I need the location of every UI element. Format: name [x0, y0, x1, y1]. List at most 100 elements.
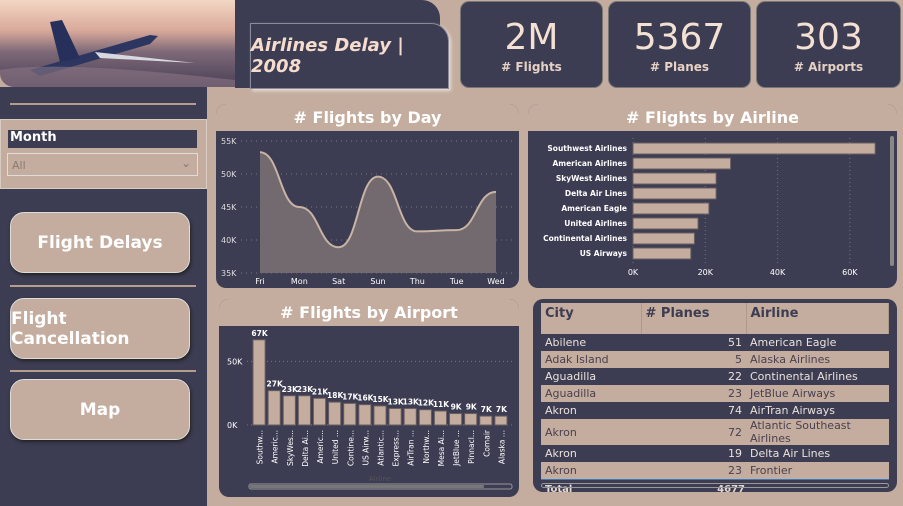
column-header[interactable]: # Planes — [641, 303, 747, 334]
x-tick-label: Fri — [255, 277, 265, 286]
x-tick-label: Mesa Ai... — [437, 430, 446, 466]
area-chart: 35K 40K 45K 50K 55K Fri Mon Sat Sun Thu Tue Wed — [221, 137, 514, 286]
table-cell: 19 — [728, 447, 742, 460]
y-tick-label: United Airlines — [564, 219, 627, 228]
table-cell: Akron — [545, 404, 577, 417]
total-value: 4677 — [717, 484, 745, 492]
series-line — [259, 151, 497, 249]
kpi-airports: 303 # Airports — [756, 1, 901, 88]
data-label: 15K — [372, 395, 389, 404]
y-tick-label: SkyWest Airlines — [556, 174, 628, 183]
data-label: 23K — [297, 385, 314, 394]
table-cell: AirTran Airways — [750, 404, 836, 417]
table-cell: Atlantic Southeast Airlines — [746, 419, 889, 445]
slicer-label: Month — [8, 130, 197, 148]
bar — [433, 410, 448, 426]
bar — [343, 402, 357, 426]
x-tick-label: Atlantic... — [377, 430, 386, 466]
data-label: 17K — [342, 392, 359, 401]
data-label: 16K — [357, 394, 374, 403]
kpi-label: # Flights — [501, 59, 562, 74]
table-row[interactable]: Aguadilla 23 JetBlue Airways — [541, 385, 889, 402]
flight-cancellation-button[interactable]: Flight Cancellation — [10, 298, 190, 359]
bar — [312, 397, 327, 426]
airplane-icon — [0, 20, 235, 87]
divider — [10, 103, 196, 105]
table-row[interactable]: Akron 72 Atlantic Southeast Airlines — [541, 419, 889, 445]
flight-delays-button[interactable]: Flight Delays — [10, 212, 190, 273]
bar — [449, 413, 463, 426]
bar — [418, 409, 432, 426]
y-tick-label: Southwest Airlines — [547, 144, 627, 153]
x-tick-label: JetBlue ... — [452, 430, 461, 467]
month-dropdown[interactable]: All ⌄ — [7, 153, 198, 176]
y-tick-label: US Airways — [580, 249, 628, 258]
table-row[interactable]: Akron 74 AirTran Airways — [541, 402, 889, 419]
y-tick-label: American Eagle — [561, 204, 627, 213]
data-label: 23K — [282, 385, 299, 394]
bar — [252, 339, 266, 426]
bar — [479, 415, 493, 426]
table-cell: Akron — [541, 419, 641, 445]
horizontal-scrollbar[interactable] — [248, 483, 513, 490]
table-row[interactable]: Adak Island 5 Alaska Airlines — [541, 351, 889, 368]
x-tick-label: Delta Ai... — [301, 430, 310, 467]
column-header[interactable]: Airline — [746, 303, 889, 334]
bar — [632, 187, 717, 200]
x-tick-label: Wed — [487, 277, 504, 286]
y-tick-label: 0K — [227, 421, 238, 430]
table-row[interactable]: Abilene 51 American Eagle — [541, 334, 889, 351]
bar — [358, 404, 372, 426]
bar — [632, 247, 692, 260]
divider — [10, 370, 196, 372]
vertical-scrollbar[interactable] — [890, 136, 894, 266]
bar — [328, 401, 342, 426]
table-row[interactable]: Akron 23 Frontier — [541, 462, 889, 479]
x-tick-label: Americ... — [316, 430, 325, 464]
table-cell: 72 — [641, 419, 746, 445]
y-tick-label: 55K — [221, 137, 237, 146]
y-tick-label: 40K — [221, 236, 237, 245]
bar — [403, 407, 417, 426]
column-header[interactable]: City — [541, 303, 642, 334]
x-tick-label: 0K — [628, 268, 639, 277]
chart-title: # Flights by Airline — [528, 104, 897, 131]
table-row[interactable]: Aguadilla 22 Continental Airlines — [541, 368, 889, 385]
bar — [267, 390, 281, 426]
bar — [632, 142, 876, 155]
x-tick-label: 40K — [770, 268, 786, 277]
bar — [282, 395, 296, 426]
data-label: 9K — [451, 403, 463, 412]
area-fill — [260, 152, 496, 273]
column-chart: 0K 50K 67K Southw... 27K Americ... 23K SkyWes..… — [227, 329, 514, 490]
x-tick-label: AirTran ... — [407, 430, 416, 466]
x-tick-label: United ... — [331, 430, 340, 464]
table-cell: 5 — [641, 351, 746, 368]
flights-by-airline-chart: # Flights by Airline 0K 20K 40K 60K Southwes… — [528, 104, 897, 288]
x-tick-label: US Airw... — [361, 430, 370, 466]
bar — [632, 172, 717, 185]
x-tick-label: Sat — [332, 277, 345, 286]
bar — [632, 217, 699, 230]
horizontal-scrollbar[interactable] — [541, 483, 889, 488]
y-tick-label: 50K — [227, 357, 243, 366]
bar-chart: 0K 20K 40K 60K Southwest Airlines American Ai… — [543, 136, 894, 277]
x-tick-label: Mon — [291, 277, 308, 286]
y-tick-label: Continental Airlines — [543, 234, 627, 243]
table-cell: Akron — [545, 447, 577, 460]
table-cell: Frontier — [746, 462, 889, 479]
table-row[interactable]: Akron 19 Delta Air Lines — [541, 445, 889, 462]
x-tick-label: Southw... — [256, 430, 265, 464]
map-button[interactable]: Map — [10, 379, 190, 440]
table-cell: Abilene — [545, 336, 587, 349]
y-tick-label: 45K — [221, 203, 237, 212]
bar — [632, 157, 732, 170]
table-cell: 51 — [728, 336, 742, 349]
x-tick-label: Pinnacl... — [467, 430, 476, 464]
total-label: Total — [545, 484, 573, 492]
total-row: Total 4677 — [541, 479, 889, 492]
kpi-flights: 2M # Flights — [460, 1, 603, 88]
bar — [494, 415, 508, 426]
data-label: 13K — [387, 397, 404, 406]
data-label: 7K — [496, 405, 508, 414]
